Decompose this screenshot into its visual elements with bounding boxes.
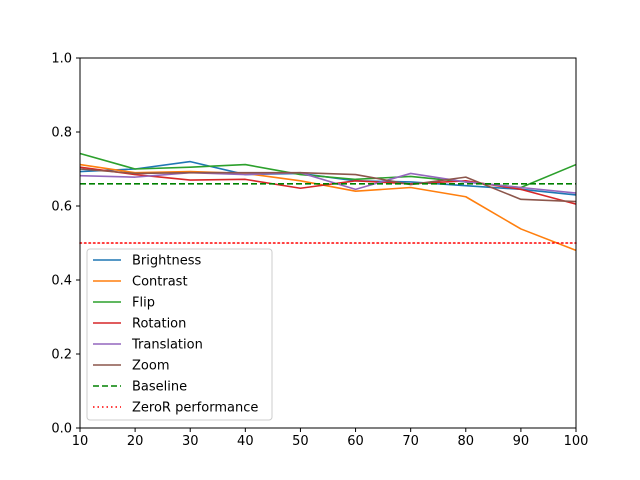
x-tick-label: 20 [127,434,144,449]
x-tick-label: 50 [292,434,309,449]
y-tick-label: 0.8 [51,126,72,141]
series-line-contrast [79,163,577,252]
x-tick-label: 80 [458,434,475,449]
x-tick-label: 90 [513,434,530,449]
x-tick-label: 40 [237,434,254,449]
legend-label-brightness: Brightness [132,254,201,269]
x-tick-label: 30 [182,434,199,449]
x-axis: 10 20 30 40 50 60 70 80 90 100 [72,428,589,449]
y-tick-label: 0.4 [51,274,72,289]
legend-entries: Brightness Contrast Flip Rotation Translatio… [93,254,258,416]
legend-label-contrast: Contrast [132,275,188,290]
y-axis: 0.0 0.2 0.4 0.6 0.8 1.0 [51,52,80,437]
plot-lines [79,152,577,252]
axes-frame [79,57,577,429]
x-tick-label: 70 [402,434,419,449]
x-tick-label: 10 [72,434,89,449]
legend-label-rotation: Rotation [132,317,186,332]
y-tick-label: 0.6 [51,200,72,215]
legend-label-flip: Flip [132,296,155,311]
legend-label-baseline: Baseline [132,380,187,395]
x-tick-label: 60 [347,434,364,449]
series-line-translation [79,171,577,194]
legend-label-translation: Translation [131,338,203,353]
legend-box [86,248,273,421]
y-tick-label: 0.0 [51,422,72,437]
legend: Brightness Contrast Flip Rotation Translatio… [86,248,273,421]
y-tick-label: 0.2 [51,348,72,363]
y-tick-label: 1.0 [51,52,72,67]
series-line-zoom [79,168,577,203]
legend-label-zoom: Zoom [132,359,169,374]
legend-label-zeror-performance: ZeroR performance [132,401,258,416]
x-tick-label: 100 [564,434,589,449]
